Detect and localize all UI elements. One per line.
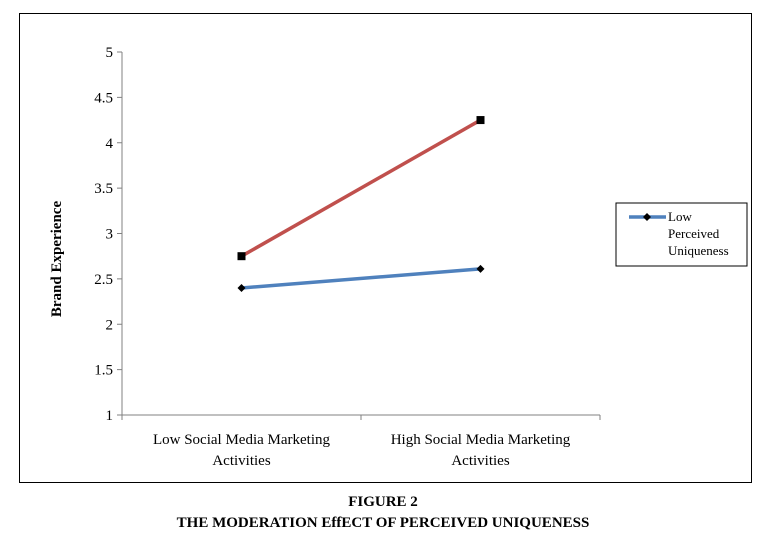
chart-svg: 1 1.5 2 2.5 3 3.5 4 4.5 5 Low Social Media Marke… [49, 45, 748, 469]
data-point-marker [476, 116, 485, 125]
y-tick-label: 4.5 [94, 90, 113, 106]
y-tick-label: 1 [106, 408, 114, 424]
y-axis-ticks: 1 1.5 2 2.5 3 3.5 4 4.5 5 [94, 45, 122, 424]
x-axis-ticks: Low Social Media Marketing Activities High… [121, 415, 601, 469]
y-tick-label: 2 [106, 317, 114, 333]
y-tick-label: 1.5 [94, 363, 113, 379]
figure-title: THE MODERATION EffECT OF PERCEIVED UNIQU… [176, 515, 590, 531]
series-line [240, 118, 482, 258]
chart-frame: 1 1.5 2 2.5 3 3.5 4 4.5 5 Low Social Media Marke… [19, 13, 752, 483]
data-point-marker [237, 252, 246, 261]
data-point-marker [476, 264, 485, 273]
series-line [241, 267, 481, 290]
chart-axes [121, 52, 600, 416]
y-tick-label: 4 [106, 136, 114, 152]
figure-number: FIGURE 2 [348, 494, 418, 510]
legend-box [615, 202, 748, 267]
y-tick-label: 2.5 [94, 272, 113, 288]
data-point-marker [237, 283, 246, 292]
x-tick-label: High Social Media Marketing Activities [391, 432, 571, 469]
legend-marker [643, 213, 651, 221]
y-axis-label: Brand Experience [49, 201, 65, 318]
legend: Low Perceived Uniqueness [615, 202, 748, 267]
chart-series [237, 116, 485, 292]
y-tick-label: 5 [106, 45, 114, 61]
legend-label: Low Perceived Uniqueness [668, 209, 729, 258]
y-tick-label: 3.5 [94, 181, 113, 197]
y-tick-label: 3 [106, 227, 114, 243]
x-tick-label: Low Social Media Marketing Activities [153, 432, 331, 469]
